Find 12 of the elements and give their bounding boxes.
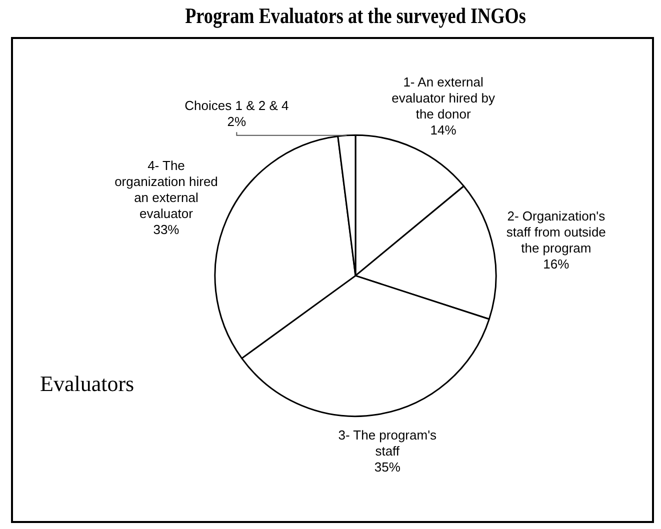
slice-label: 4- The organization hired an external evaluator (114, 158, 218, 222)
data-label: 14% (430, 122, 457, 138)
data-label: 33% (153, 222, 180, 238)
slice-label: 2- Organization's staff from outside the program (506, 208, 606, 256)
text: Evaluators (40, 370, 134, 396)
data-label: 2% (227, 114, 247, 129)
data-label: 35% (374, 460, 401, 475)
slice-label: 1- An external evaluator hired by the donor (392, 74, 496, 122)
data-label: 16% (543, 256, 570, 272)
slice-label: 3- The program's staff (338, 428, 438, 459)
slice-label: Choices 1 & 2 & 4 (184, 98, 289, 113)
chart-title: Program Evaluators at the surveyed INGOs (185, 4, 526, 28)
